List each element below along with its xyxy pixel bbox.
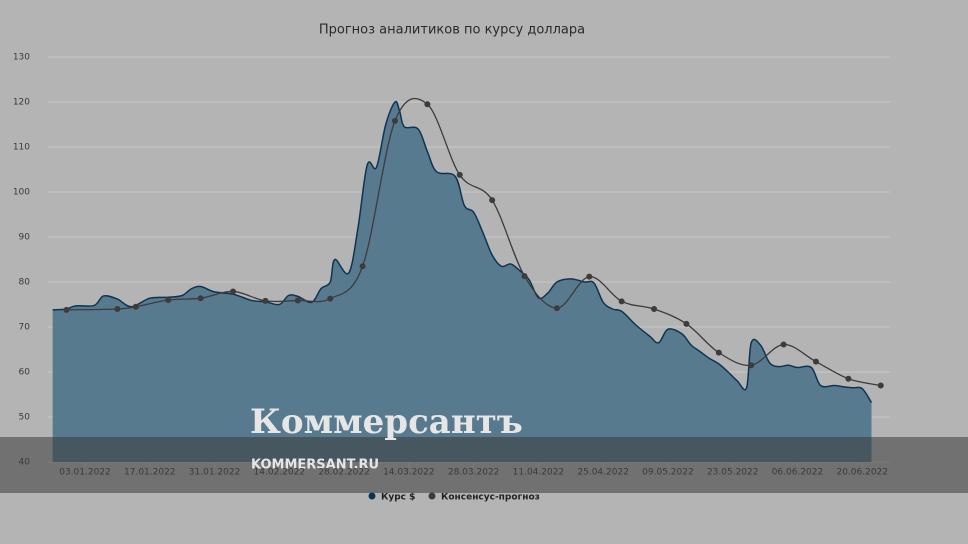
x-tick-label: 03.01.2022 xyxy=(59,468,111,478)
watermark-logo: Коммерсантъ xyxy=(250,402,523,442)
point xyxy=(521,273,528,280)
chart-title: Прогноз аналитиков по курсу доллара xyxy=(319,23,585,38)
watermark-band xyxy=(0,437,968,493)
point xyxy=(391,117,398,124)
legend-label: Курс $ xyxy=(381,493,415,503)
area xyxy=(52,101,872,462)
point xyxy=(877,382,884,389)
y-tick-label: 70 xyxy=(19,323,31,333)
x-tick-label: 20.06.2022 xyxy=(836,468,888,478)
x-tick-label: 28.03.2022 xyxy=(448,468,500,478)
point xyxy=(748,362,755,369)
point xyxy=(845,375,852,382)
point xyxy=(651,306,658,312)
y-tick-label: 80 xyxy=(19,278,31,288)
legend-marker xyxy=(428,492,436,500)
x-tick-label: 11.04.2022 xyxy=(513,468,565,478)
point xyxy=(132,303,139,310)
point xyxy=(780,341,787,348)
point xyxy=(812,358,819,365)
point xyxy=(683,320,690,327)
legend-marker xyxy=(368,492,376,500)
point xyxy=(456,171,463,178)
point xyxy=(327,295,334,302)
y-tick-label: 100 xyxy=(13,188,30,198)
x-tick-label: 31.01.2022 xyxy=(189,468,241,478)
point xyxy=(359,263,366,270)
y-tick-label: 90 xyxy=(19,233,31,243)
y-tick-label: 50 xyxy=(19,413,31,423)
x-tick-label: 14.03.2022 xyxy=(383,468,435,478)
y-tick-label: 60 xyxy=(19,368,31,378)
x-tick-label: 25.04.2022 xyxy=(577,468,629,478)
point xyxy=(197,295,204,302)
point xyxy=(489,197,496,204)
point xyxy=(63,306,70,313)
point xyxy=(618,298,625,305)
x-tick-label: 09.05.2022 xyxy=(642,468,694,478)
x-tick-label: 28.02.2022 xyxy=(318,468,370,478)
point xyxy=(424,101,431,108)
watermark-site: KOMMERSANT.RU xyxy=(251,458,379,473)
point xyxy=(294,297,301,304)
x-tick-label: 06.06.2022 xyxy=(772,468,824,478)
line xyxy=(66,97,881,387)
point xyxy=(165,297,172,303)
point xyxy=(230,288,237,295)
x-tick-label: 17.01.2022 xyxy=(124,468,176,478)
x-tick-label: 14.02.2022 xyxy=(254,468,306,478)
y-tick-label: 120 xyxy=(13,98,30,108)
y-tick-label: 130 xyxy=(13,53,30,63)
point xyxy=(586,273,593,280)
legend-label: Консенсус-прогноз xyxy=(441,493,540,503)
x-tick-label: 23.05.2022 xyxy=(707,468,759,478)
y-tick-label: 40 xyxy=(19,458,31,468)
point xyxy=(553,305,560,312)
point xyxy=(262,297,269,304)
line xyxy=(52,100,873,404)
point xyxy=(715,349,722,356)
y-tick-label: 110 xyxy=(13,143,30,153)
point xyxy=(114,306,121,312)
